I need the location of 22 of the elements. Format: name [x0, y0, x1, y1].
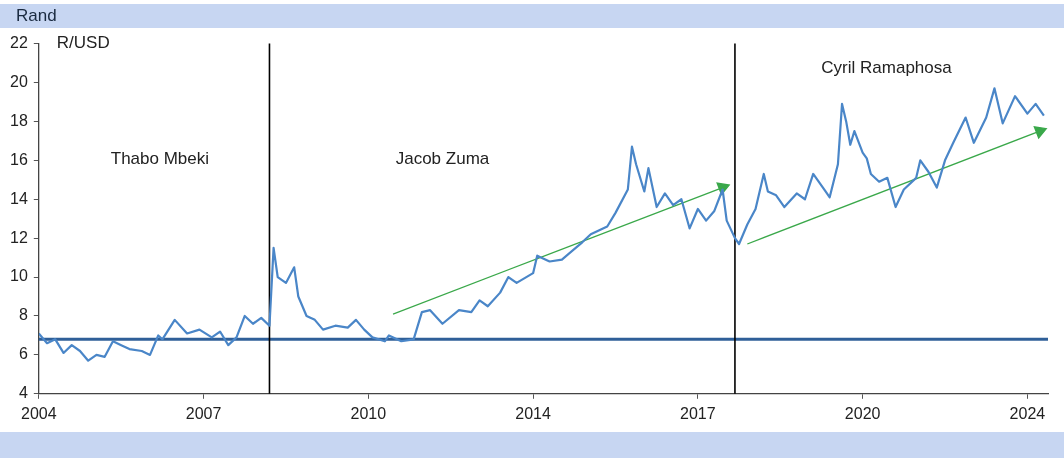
x-tick-label: 2010 [350, 404, 387, 422]
annotation: Cyril Ramaphosa [821, 57, 953, 77]
x-tick-label: 2007 [185, 404, 222, 422]
y-axis-title: Rand [0, 4, 1064, 28]
x-tick-label: 2004 [21, 404, 57, 422]
y-tick-label: 16 [10, 150, 28, 168]
y-tick-label: 4 [18, 384, 28, 402]
y-tick-label: 8 [18, 306, 28, 324]
y-tick-label: 18 [10, 111, 28, 129]
chart-title: R/USD [56, 33, 110, 53]
y-tick-label: 22 [10, 34, 28, 52]
y-tick-label: 12 [10, 228, 28, 246]
y-tick-label: 10 [10, 267, 28, 285]
x-tick-label: 2024 [1009, 404, 1046, 422]
x-tick-label: 2014 [515, 404, 551, 422]
y-tick-label: 6 [18, 345, 28, 363]
y-tick-label: 14 [10, 189, 28, 207]
annotation: Thabo Mbeki [110, 148, 210, 168]
x-tick-label: 2020 [844, 404, 881, 422]
x-tick-label: 2017 [680, 404, 716, 422]
annotation: Jacob Zuma [395, 148, 490, 168]
y-tick-label: 20 [10, 72, 28, 90]
